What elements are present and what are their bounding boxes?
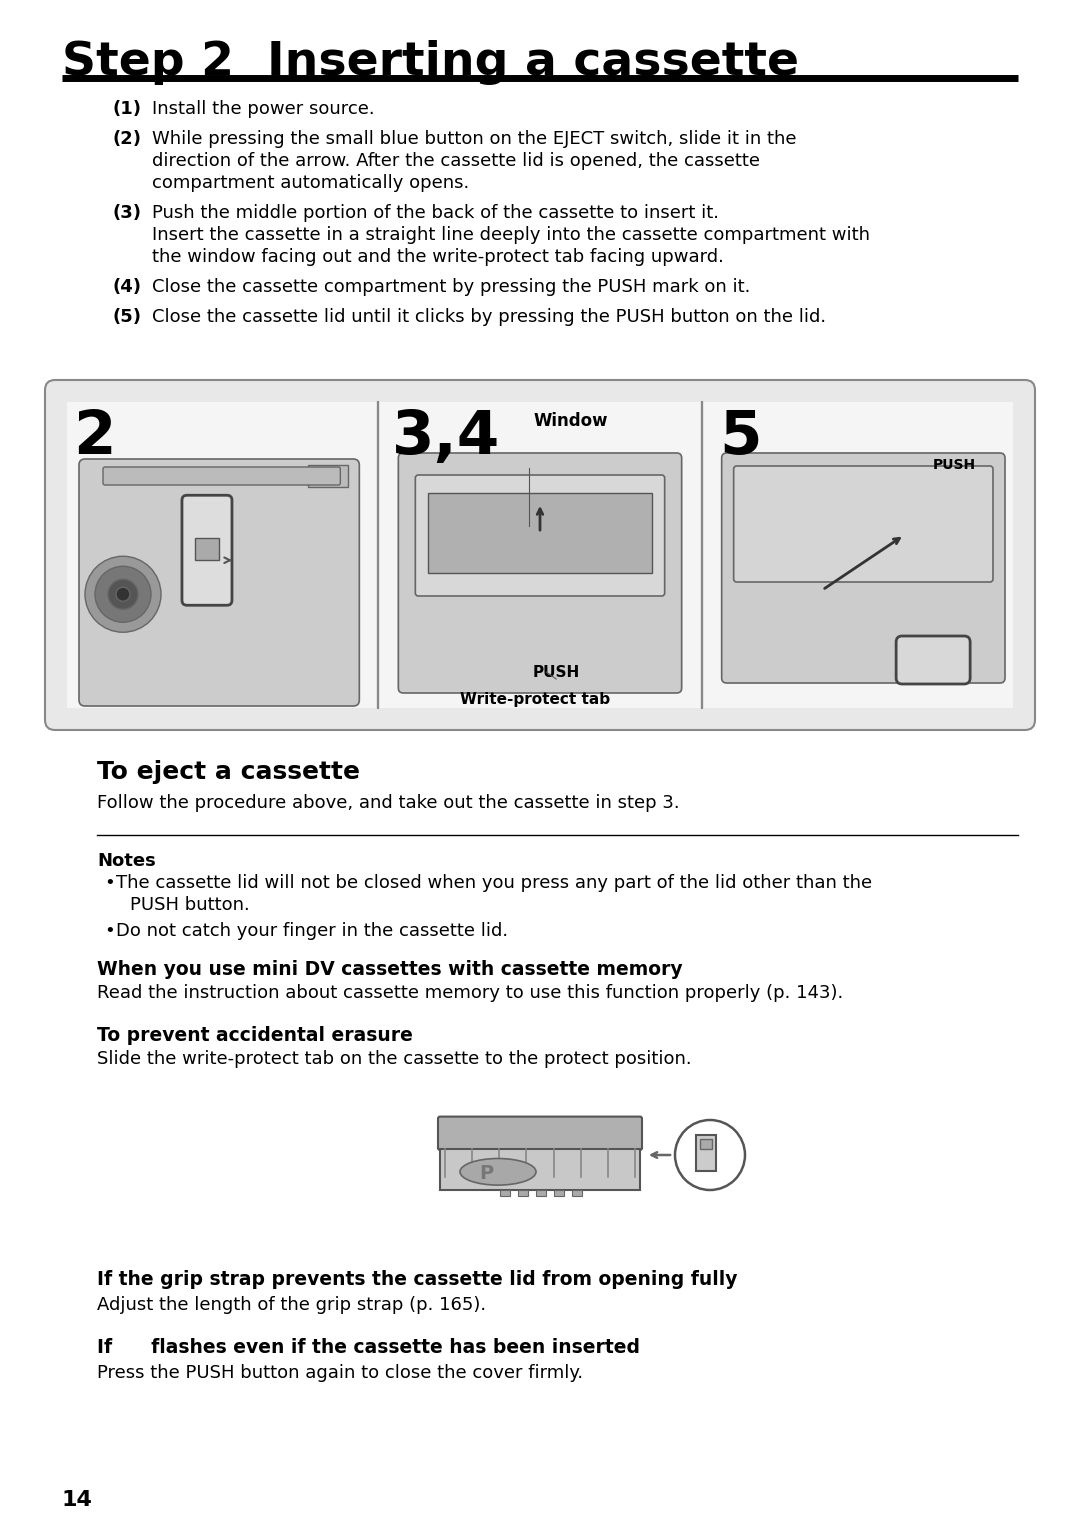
Bar (696, 1135, 716, 1170)
FancyBboxPatch shape (45, 380, 1035, 730)
Text: Close the cassette lid until it clicks by pressing the PUSH button on the lid.: Close the cassette lid until it clicks b… (152, 309, 826, 325)
FancyBboxPatch shape (721, 452, 1005, 683)
Bar (308, 465, 349, 487)
Text: To eject a cassette: To eject a cassette (97, 759, 360, 784)
FancyBboxPatch shape (103, 468, 340, 484)
Text: direction of the arrow. After the cassette lid is opened, the cassette: direction of the arrow. After the casset… (152, 151, 760, 170)
Bar (700, 1138, 712, 1149)
Bar (440, 1149, 640, 1190)
Bar (536, 1190, 546, 1196)
Text: PUSH: PUSH (532, 665, 580, 680)
Text: Adjust the length of the grip strap (p. 165).: Adjust the length of the grip strap (p. … (97, 1296, 486, 1314)
Text: Press the PUSH button again to close the cover firmly.: Press the PUSH button again to close the… (97, 1365, 583, 1381)
Text: 2: 2 (73, 408, 116, 468)
Text: Read the instruction about cassette memory to use this function properly (p. 143: Read the instruction about cassette memo… (97, 984, 843, 1002)
Bar (380, 402, 700, 707)
Text: To prevent accidental erasure: To prevent accidental erasure (97, 1025, 413, 1045)
Text: (3): (3) (112, 205, 141, 222)
Text: 5: 5 (719, 408, 762, 468)
FancyBboxPatch shape (438, 1117, 642, 1151)
FancyBboxPatch shape (181, 495, 232, 605)
Text: While pressing the small blue button on the EJECT switch, slide it in the: While pressing the small blue button on … (152, 130, 797, 148)
Bar (195, 538, 219, 561)
Text: The cassette lid will not be closed when you press any part of the lid other tha: The cassette lid will not be closed when… (116, 874, 873, 892)
FancyBboxPatch shape (399, 452, 681, 694)
Text: Push the middle portion of the back of the cassette to insert it.: Push the middle portion of the back of t… (152, 205, 719, 222)
Text: (1): (1) (112, 99, 141, 118)
Text: When you use mini DV cassettes with cassette memory: When you use mini DV cassettes with cass… (97, 960, 683, 979)
Text: Window: Window (534, 413, 608, 429)
Text: PUSH button.: PUSH button. (130, 895, 249, 914)
Text: Follow the procedure above, and take out the cassette in step 3.: Follow the procedure above, and take out… (97, 795, 679, 811)
Text: compartment automatically opens.: compartment automatically opens. (152, 174, 469, 193)
Text: •: • (104, 874, 114, 892)
Bar (67, 402, 376, 707)
Text: Install the power source.: Install the power source. (152, 99, 375, 118)
Bar (429, 494, 651, 573)
Text: Slide the write-protect tab on the cassette to the protect position.: Slide the write-protect tab on the casse… (97, 1050, 691, 1068)
Text: (4): (4) (112, 278, 141, 296)
Circle shape (675, 1120, 745, 1190)
Bar (572, 1190, 582, 1196)
Text: 14: 14 (62, 1490, 93, 1510)
Text: Do not catch your finger in the cassette lid.: Do not catch your finger in the cassette… (116, 921, 508, 940)
Text: Step 2  Inserting a cassette: Step 2 Inserting a cassette (62, 40, 799, 86)
Circle shape (95, 567, 151, 622)
Ellipse shape (460, 1158, 536, 1186)
Bar (554, 1190, 564, 1196)
Text: If      flashes even if the cassette has been inserted: If flashes even if the cassette has been… (97, 1339, 640, 1357)
Text: •: • (104, 921, 114, 940)
Text: If the grip strap prevents the cassette lid from opening fully: If the grip strap prevents the cassette … (97, 1270, 738, 1290)
Text: Close the cassette compartment by pressing the PUSH mark on it.: Close the cassette compartment by pressi… (152, 278, 751, 296)
Bar (518, 1190, 528, 1196)
Text: Write-protect tab: Write-protect tab (460, 692, 610, 707)
Circle shape (116, 587, 130, 601)
FancyBboxPatch shape (896, 636, 970, 685)
FancyBboxPatch shape (79, 458, 360, 706)
Text: (5): (5) (112, 309, 141, 325)
Bar (704, 402, 1013, 707)
Text: the window facing out and the write-protect tab facing upward.: the window facing out and the write-prot… (152, 248, 724, 266)
FancyBboxPatch shape (416, 475, 664, 596)
Text: 3,4: 3,4 (392, 408, 501, 468)
Text: Notes: Notes (97, 853, 156, 869)
Bar (500, 1190, 510, 1196)
Circle shape (85, 556, 161, 633)
Text: (2): (2) (112, 130, 141, 148)
Text: P: P (480, 1164, 494, 1183)
FancyBboxPatch shape (733, 466, 993, 582)
Text: PUSH: PUSH (932, 458, 975, 472)
Circle shape (108, 579, 138, 610)
Text: Insert the cassette in a straight line deeply into the cassette compartment with: Insert the cassette in a straight line d… (152, 226, 870, 244)
